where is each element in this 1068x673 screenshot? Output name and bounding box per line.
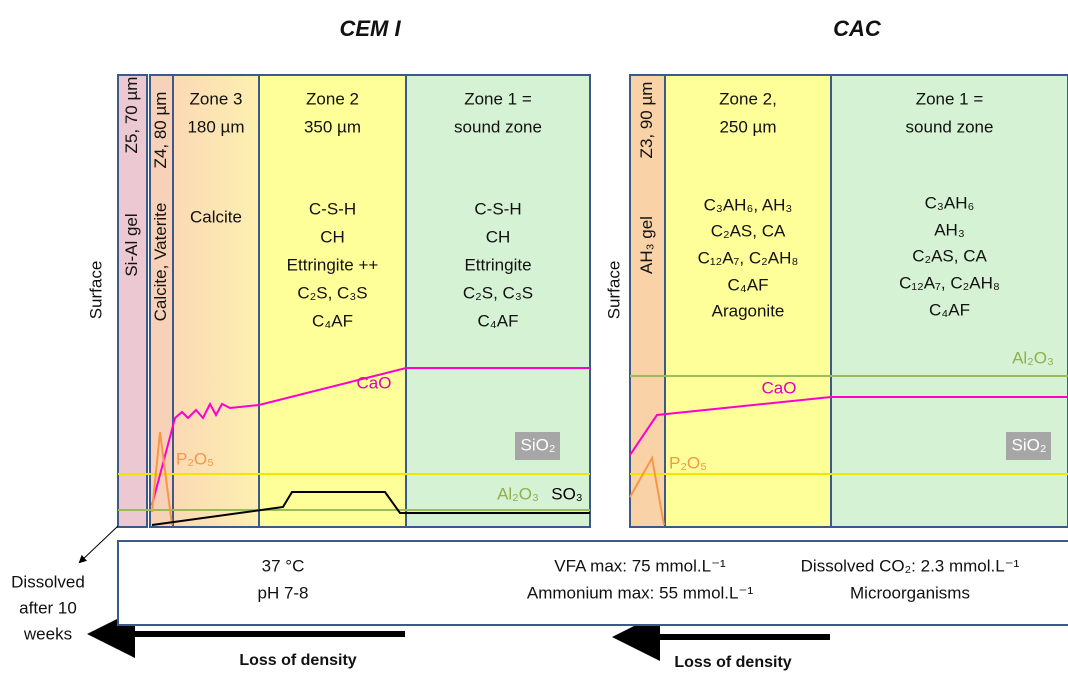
phase: C₂AS, CA [912,246,987,265]
zone-heading: Zone 1 = [464,89,532,108]
strip-phase: Si-Al gel [122,213,141,276]
phase: C₂S, C₃S [463,283,533,302]
profile-line [629,455,665,526]
zone-heading: Zone 3 [190,89,243,108]
phase: C-S-H [309,199,356,218]
conditions-box [117,540,1068,626]
strip-phase: Calcite, Vaterite [151,203,170,322]
profile-line [151,431,173,526]
species-label: SiO₂ [1012,435,1047,454]
condition: Dissolved CO₂: 2.3 mmol.L⁻¹ [801,556,1020,575]
zone [172,74,260,528]
strip-zone [629,74,666,528]
phase: C₁₂A₇, C₂AH₈ [698,248,799,267]
panel-title: CEM I [339,16,401,41]
zone-heading: 250 µm [719,117,776,136]
arrow-label: Loss of density [674,654,791,671]
phase: C-S-H [474,199,521,218]
arrow-label: Loss of density [239,652,356,669]
profile-line [151,367,590,506]
phase: C₄AF [478,311,519,330]
phase: Calcite [190,207,242,226]
phase: C₂AS, CA [711,221,786,240]
strip-phase: AH₃ gel [637,216,656,274]
phase: AH₃ [934,220,965,239]
phase: C₄AF [312,311,353,330]
zone-heading: Zone 1 = [916,89,984,108]
zone [258,74,407,528]
phase: Ettringite ++ [287,255,379,274]
strip-label: Z3, 90 µm [637,82,656,159]
strip-label: Z4, 80 µm [151,92,170,169]
profile-line [151,491,590,526]
phase: Ettringite [464,255,531,274]
phase: C₃AH₆ [925,193,975,212]
strip-label: Z5, 70 µm [122,77,141,154]
phase: C₄AF [728,275,769,294]
phase: CH [320,227,345,246]
condition: pH 7-8 [257,583,308,602]
surface-label: Surface [86,261,105,320]
zone-heading: sound zone [454,117,542,136]
condition: VFA max: 75 mmol.L⁻¹ [554,556,726,575]
zone [664,74,832,528]
zone-heading: 180 µm [187,117,244,136]
species-box [1006,432,1051,460]
species-label: CaO [357,373,392,392]
strip-zone [149,74,174,528]
phase: C₄AF [929,300,970,319]
note: after 10 [19,598,77,617]
note: weeks [23,624,72,643]
species-box [515,432,560,460]
condition: Ammonium max: 55 mmol.L⁻¹ [527,583,754,602]
strip-zone [117,74,148,528]
zone-heading: sound zone [906,117,994,136]
zone-heading: Zone 2 [306,89,359,108]
species-label: SiO₂ [521,435,556,454]
note-arrow [78,525,119,564]
note: Dissolved [11,572,85,591]
condition: 37 °C [262,556,305,575]
phase: Aragonite [712,301,785,320]
species-label: P₂O₅ [176,449,214,468]
species-label: Al₂O₃ [497,484,539,503]
phase: C₁₂A₇, C₂AH₈ [899,273,1000,292]
phase: C₂S, C₃S [297,283,367,302]
condition: Microorganisms [850,583,970,602]
panel-title: CAC [833,16,882,41]
zone-heading: Zone 2, [719,89,777,108]
profile-line [629,396,1068,456]
phase: CH [486,227,511,246]
surface-label: Surface [604,261,623,320]
species-label: P₂O₅ [669,453,707,472]
phase: C₃AH₆, AH₃ [704,195,793,214]
zone-heading: 350 µm [304,117,361,136]
species-label: SO₃ [551,484,583,503]
species-label: Al₂O₃ [1012,348,1054,367]
species-label: CaO [762,378,797,397]
